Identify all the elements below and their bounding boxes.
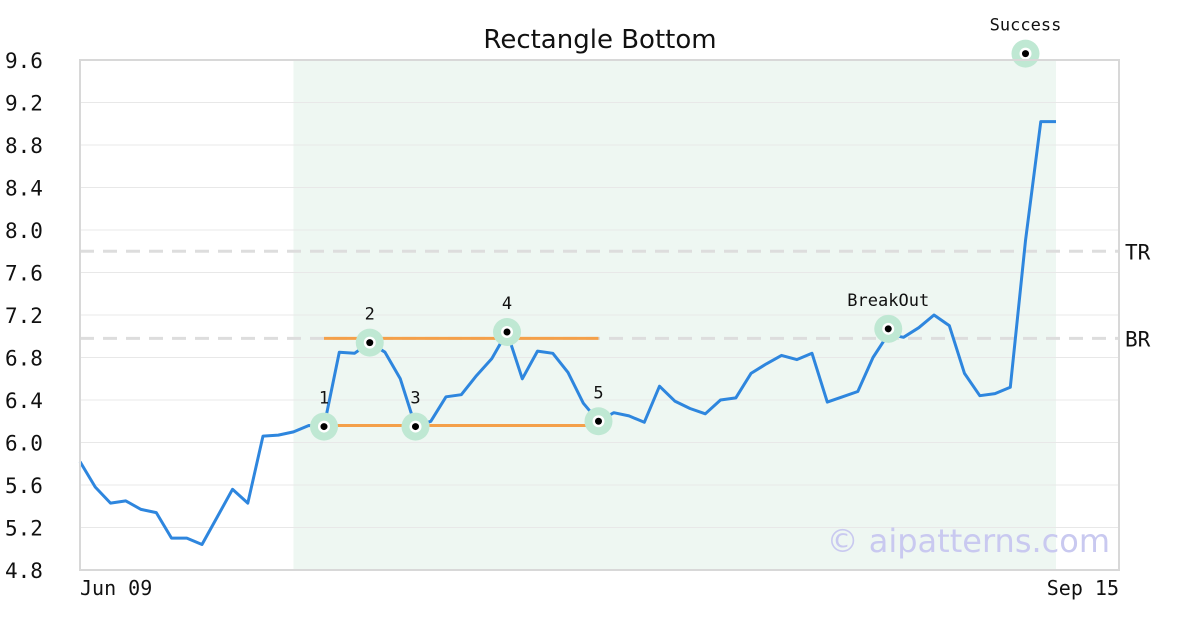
grid-layer	[80, 102, 1119, 528]
y-tick-label: 6.4	[5, 389, 43, 413]
y-tick-label: 7.6	[5, 262, 43, 286]
y-tick-label: 6.8	[5, 347, 43, 371]
plot-frame	[79, 59, 1120, 571]
y-tick-label: 5.6	[5, 474, 43, 498]
point-label: 1	[319, 389, 329, 409]
point-label: 5	[593, 383, 603, 403]
point-marker	[595, 417, 602, 425]
points-layer: 1 2 3 4 5 BreakOut Success	[310, 16, 1061, 441]
x-tick-label: Sep 15	[1047, 576, 1119, 600]
y-tick-label: 7.2	[5, 304, 43, 328]
y-tick-label: 4.8	[5, 559, 43, 583]
point-label: Success	[990, 16, 1062, 36]
y-tick-label: 8.0	[5, 219, 43, 243]
point-marker	[1022, 50, 1029, 58]
y-tick-label: 6.0	[5, 432, 43, 456]
point-label: 2	[365, 305, 375, 325]
point-marker	[366, 339, 374, 347]
y-tick-label: 9.6	[5, 49, 43, 73]
point-marker	[412, 423, 419, 431]
point-label: 3	[410, 389, 420, 409]
y-tick-label: 8.8	[5, 134, 43, 158]
point-label: BreakOut	[847, 291, 929, 311]
point-marker	[503, 328, 511, 336]
reference-lines-layer: TR BR	[80, 240, 1151, 351]
x-tick-label: Jun 09	[80, 576, 152, 600]
y-tick-label: 9.2	[5, 92, 43, 116]
axes-layer: 4.8 5.2 5.6 6.0 6.4 6.8 7.2 7.6 8.0 8.4 8.8 9.2 9.6 J…	[5, 49, 1119, 600]
chart-title: Rectangle Bottom	[483, 25, 716, 55]
y-tick-label: 8.4	[5, 177, 43, 201]
watermark-text: © aipatterns.com	[827, 522, 1110, 560]
point-label: 4	[502, 294, 512, 314]
point-marker	[884, 325, 892, 333]
point-marker	[320, 423, 328, 431]
y-tick-label: 5.2	[5, 517, 43, 541]
reference-line-label: BR	[1125, 327, 1151, 351]
reference-line-label: TR	[1125, 240, 1151, 264]
